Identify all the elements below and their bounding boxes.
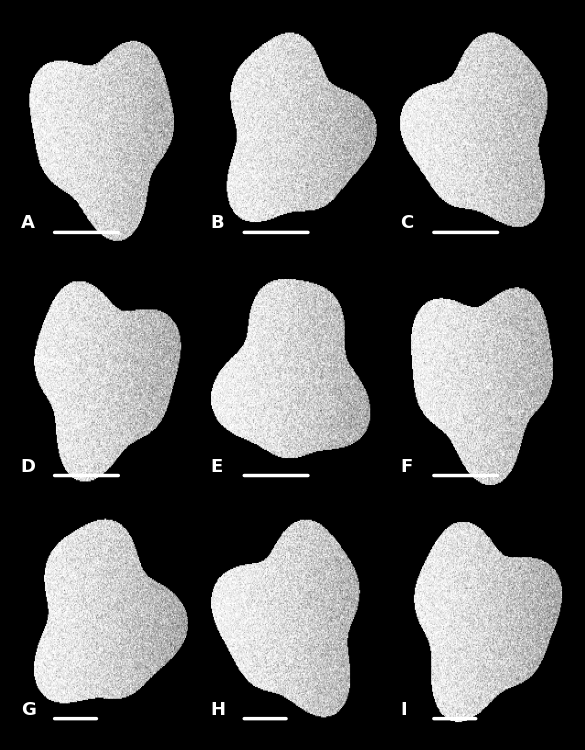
Text: I: I [400,700,407,718]
Text: F: F [400,458,412,476]
Text: D: D [21,458,36,476]
Text: C: C [400,214,414,232]
Text: H: H [211,700,225,718]
Text: E: E [211,458,223,476]
Text: A: A [21,214,35,232]
Text: G: G [21,700,36,718]
Text: B: B [211,214,224,232]
